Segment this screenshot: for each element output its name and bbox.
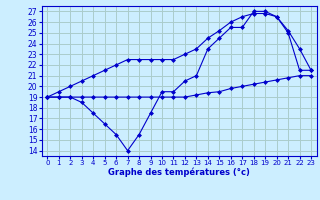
X-axis label: Graphe des températures (°c): Graphe des températures (°c): [108, 168, 250, 177]
